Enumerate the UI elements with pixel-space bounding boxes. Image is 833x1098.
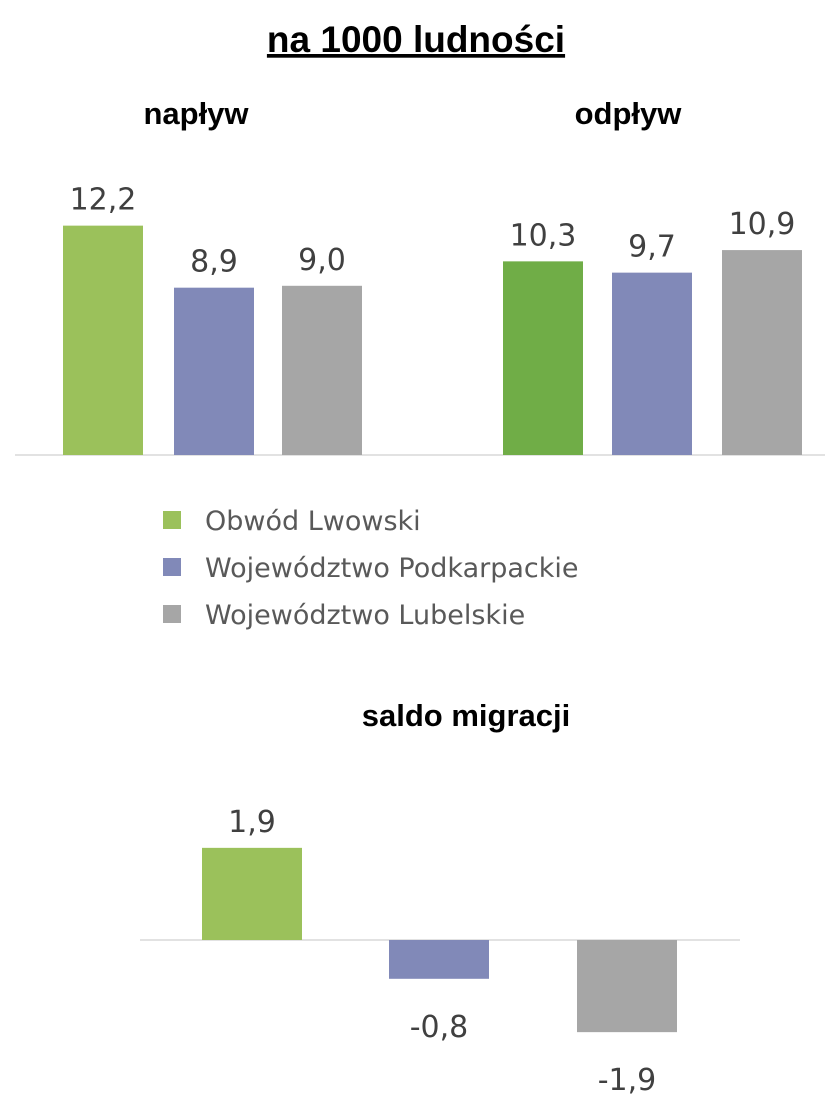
value-label: -0,8: [410, 1010, 469, 1045]
legend-label: Województwo Lubelskie: [205, 600, 525, 631]
legend-swatch: [163, 558, 181, 576]
bar: [282, 285, 362, 455]
value-label: 10,9: [729, 207, 796, 242]
value-label: 10,3: [510, 218, 577, 253]
bar: [174, 287, 254, 455]
legend-swatch: [163, 511, 181, 529]
bar: [612, 272, 692, 455]
bar: [202, 847, 302, 940]
value-label: 12,2: [70, 183, 137, 218]
value-label: 1,9: [228, 805, 276, 840]
chart-title: saldo migracji: [362, 698, 570, 733]
bar: [63, 225, 143, 455]
value-label: -1,9: [598, 1063, 657, 1098]
value-label: 9,0: [298, 243, 346, 278]
legend-swatch: [163, 605, 181, 623]
legend-label: Obwód Lwowski: [205, 506, 421, 537]
bar: [389, 940, 489, 979]
bar: [503, 261, 583, 455]
chart-title: odpływ: [575, 96, 683, 131]
legend-label: Województwo Podkarpackie: [205, 553, 579, 584]
bar: [722, 250, 802, 455]
bar: [577, 940, 677, 1033]
page-title: na 1000 ludności: [267, 19, 565, 60]
value-label: 9,7: [628, 230, 676, 265]
value-label: 8,9: [190, 245, 238, 280]
chart-title: napływ: [143, 96, 249, 131]
